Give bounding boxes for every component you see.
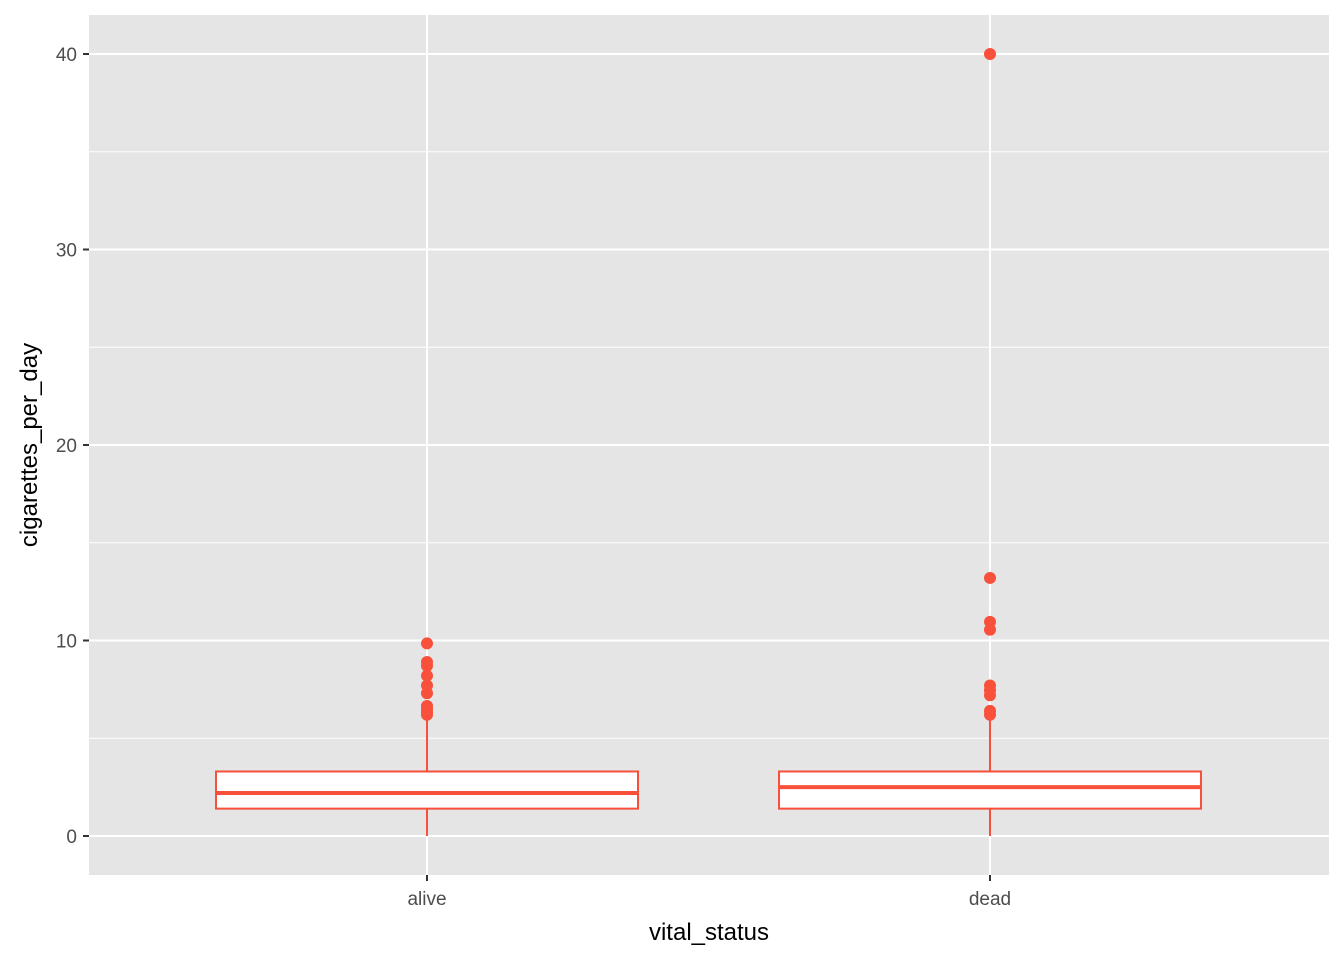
x-tick-label-alive: alive — [407, 889, 446, 910]
axis-ticks: 0 10 20 30 40 alive dead — [56, 45, 1011, 910]
outlier-point — [984, 679, 996, 692]
y-tick-label: 0 — [66, 827, 77, 848]
outlier-point — [984, 615, 996, 628]
outlier-point — [984, 48, 996, 60]
y-axis-title: cigarettes_per_day — [16, 343, 43, 547]
x-axis-title: vital_status — [649, 919, 769, 946]
y-tick-label: 30 — [56, 241, 77, 262]
outlier-point — [421, 679, 433, 692]
outlier-point — [421, 699, 433, 712]
box-alive — [215, 637, 639, 836]
y-tick-label: 40 — [56, 45, 77, 66]
outlier-point — [984, 704, 996, 717]
outlier-point — [984, 571, 996, 584]
outlier-point — [421, 637, 433, 650]
box-iqr — [778, 770, 1202, 810]
outlier-point — [421, 656, 433, 669]
y-tick-label: 20 — [56, 436, 77, 457]
outlier-point — [421, 669, 433, 682]
x-tick-label-dead: dead — [969, 889, 1011, 910]
boxes-layer — [215, 48, 1202, 836]
y-tick-label: 10 — [56, 632, 77, 653]
box-dead — [778, 48, 1202, 836]
box-iqr — [215, 770, 639, 810]
